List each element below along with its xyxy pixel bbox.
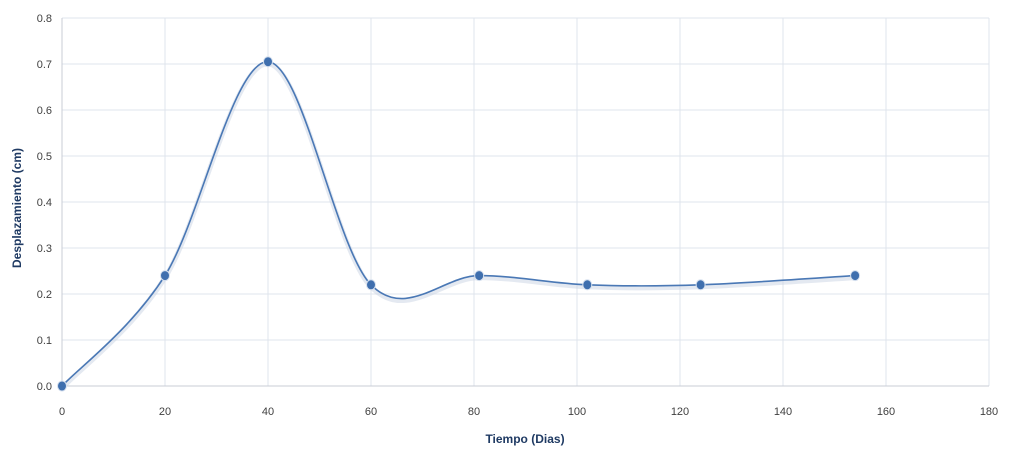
grid (62, 17, 990, 386)
y-tick-label: 0.0 (37, 381, 52, 393)
y-tick-label: 0.6 (37, 105, 52, 117)
axes (61, 18, 989, 387)
y-tick-label: 0.7 (37, 59, 52, 71)
data-point-marker (695, 279, 706, 291)
y-tick-label: 0.2 (37, 289, 52, 301)
y-tick-label: 0.5 (37, 151, 52, 163)
y-axis-title: Desplazamiento (cm) (10, 148, 24, 268)
x-tick-label: 40 (262, 406, 274, 418)
x-axis-title: Tiempo (Dias) (485, 432, 564, 446)
markers (57, 56, 861, 392)
series-line (61, 60, 856, 387)
series-line-shadow (60, 61, 856, 390)
data-point-marker (850, 270, 861, 282)
x-tick-label: 100 (568, 406, 586, 418)
data-point-marker (160, 270, 170, 282)
y-tick-label: 0.4 (37, 197, 52, 209)
data-point-marker (366, 279, 376, 291)
x-tick-label: 160 (877, 406, 895, 418)
data-point-marker (263, 56, 273, 68)
data-point-marker (474, 270, 485, 282)
x-tick-label: 80 (468, 406, 480, 418)
x-tick-label: 180 (980, 406, 998, 418)
x-tick-label: 120 (671, 406, 689, 418)
x-tick-label: 60 (365, 406, 377, 418)
x-tick-label: 20 (159, 406, 171, 418)
y-tick-label: 0.8 (37, 13, 52, 25)
y-tick-label: 0.1 (37, 335, 52, 347)
x-tick-label: 0 (59, 406, 65, 418)
tick-labels: 0.0 0.1 0.2 0.3 0.4 0.5 0.6 0.7 0.8 0 20 40 60 80 100 1… (37, 13, 998, 418)
data-point-marker (582, 279, 593, 291)
x-tick-label: 140 (774, 406, 792, 418)
series-layer (60, 60, 856, 390)
data-point-marker (57, 380, 67, 392)
y-tick-label: 0.3 (37, 243, 52, 255)
